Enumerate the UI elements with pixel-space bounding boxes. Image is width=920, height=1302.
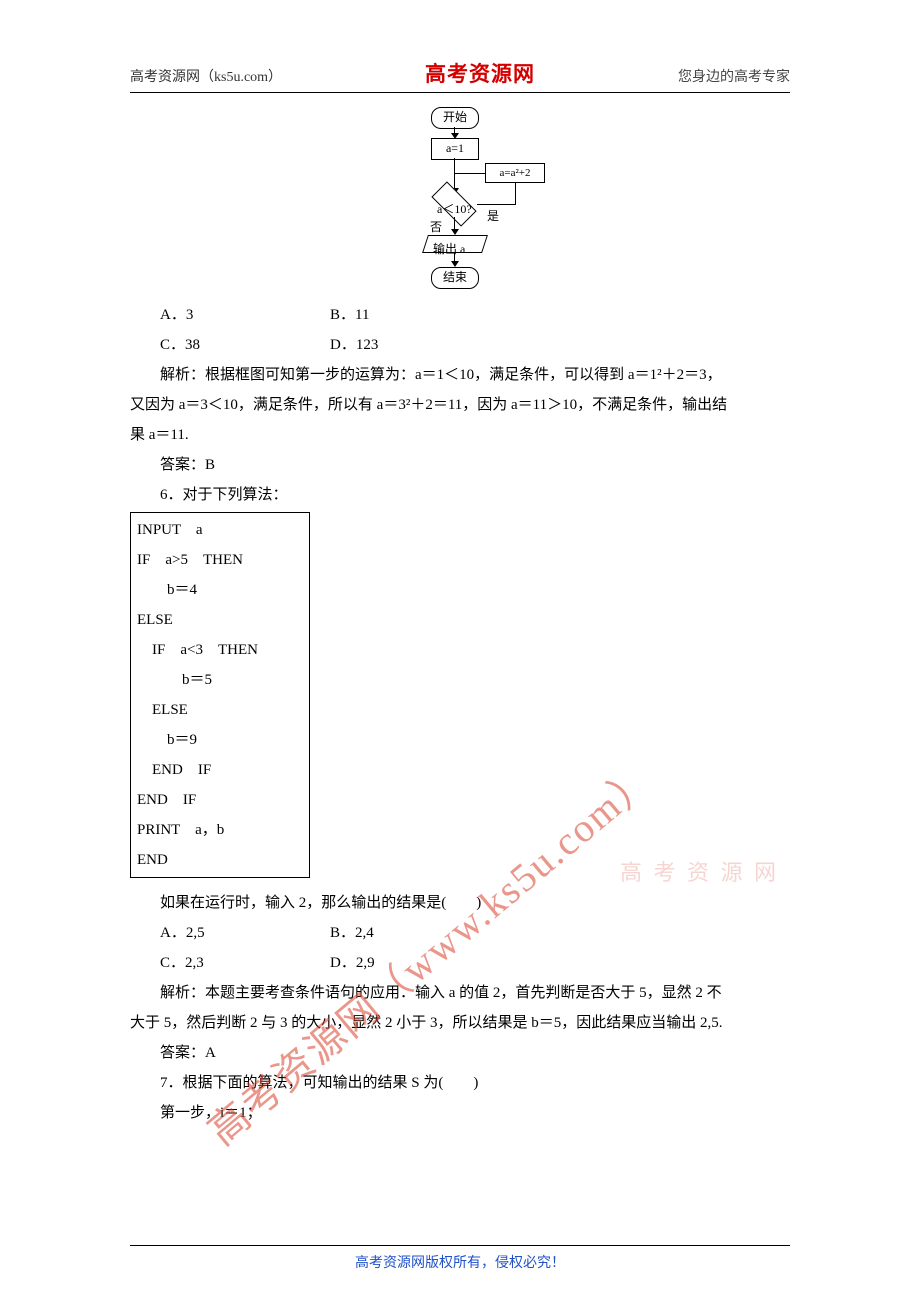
flowchart-output-label: 输出 a [433,237,465,261]
code-line: PRINT a，b [137,815,303,845]
option-b: B．2,4 [300,918,470,948]
option-c: C．2,3 [130,948,300,978]
code-line: b＝9 [137,725,303,755]
flowchart-end: 结束 [431,267,479,289]
header-brand: 高考资源网 [425,58,535,88]
q5-explain-line3: 果 a＝11. [130,420,790,450]
flowchart-init: a=1 [431,138,479,160]
flowchart-start: 开始 [431,107,479,129]
q7-stem: 7．根据下面的算法，可知输出的结果 S 为( ) [130,1068,790,1098]
q6-explain-line1: 解析：本题主要考查条件语句的应用．输入 a 的值 2，首先判断是否大于 5，显然… [130,978,790,1008]
code-line: ELSE [137,695,303,725]
option-a: A．2,5 [130,918,300,948]
flowchart: 开始 a=1 a=a²+2 a＜10? 是 否 输出 a [375,107,545,292]
q6-options-row2: C．2,3 D．2,9 [130,948,790,978]
flowchart-update: a=a²+2 [485,163,545,183]
flowchart-arrow [454,158,455,190]
code-line: ELSE [137,605,303,635]
q6-explain-line2: 大于 5，然后判断 2 与 3 的大小，显然 2 小于 3，所以结果是 b＝5，… [130,1008,790,1038]
page-footer: 高考资源网版权所有，侵权必究！ [130,1245,790,1272]
q5-options-row1: A．3 B．11 [130,300,790,330]
flowchart-yes-label: 是 [487,204,499,228]
q6-stem: 6．对于下列算法： [130,480,790,510]
page-header: 高考资源网（ks5u.com） 高考资源网 您身边的高考专家 [130,58,790,93]
code-block: INPUT a IF a>5 THEN b＝4 ELSE IF a<3 THEN… [130,512,310,878]
code-line: IF a<3 THEN [137,635,303,665]
q5-options-row2: C．38 D．123 [130,330,790,360]
code-line: IF a>5 THEN [137,545,303,575]
code-line: INPUT a [137,515,303,545]
header-right: 您身边的高考专家 [678,66,790,86]
code-line: END IF [137,755,303,785]
flowchart-arrow [455,173,485,174]
q7-step1: 第一步，i＝1； [130,1098,790,1128]
q6-answer: 答案：A [130,1038,790,1068]
option-b: B．11 [300,300,470,330]
header-left: 高考资源网（ks5u.com） [130,66,282,86]
option-d: D．123 [300,330,470,360]
flowchart-arrow [515,183,516,205]
option-d: D．2,9 [300,948,470,978]
q5-explain-line1: 解析：根据框图可知第一步的运算为：a＝1＜10，满足条件，可以得到 a＝1²＋2… [130,360,790,390]
option-a: A．3 [130,300,300,330]
code-line: b＝4 [137,575,303,605]
option-c: C．38 [130,330,300,360]
q5-answer: 答案：B [130,450,790,480]
q6-sub: 如果在运行时，输入 2，那么输出的结果是( ) [130,888,790,918]
q5-explain-line2: 又因为 a＝3＜10，满足条件，所以有 a＝3²＋2＝11，因为 a＝11＞10… [130,390,790,420]
code-line: b＝5 [137,665,303,695]
q6-options-row1: A．2,5 B．2,4 [130,918,790,948]
code-line: END IF [137,785,303,815]
document-body: 开始 a=1 a=a²+2 a＜10? 是 否 输出 a [130,107,790,1128]
code-line: END [137,845,303,875]
